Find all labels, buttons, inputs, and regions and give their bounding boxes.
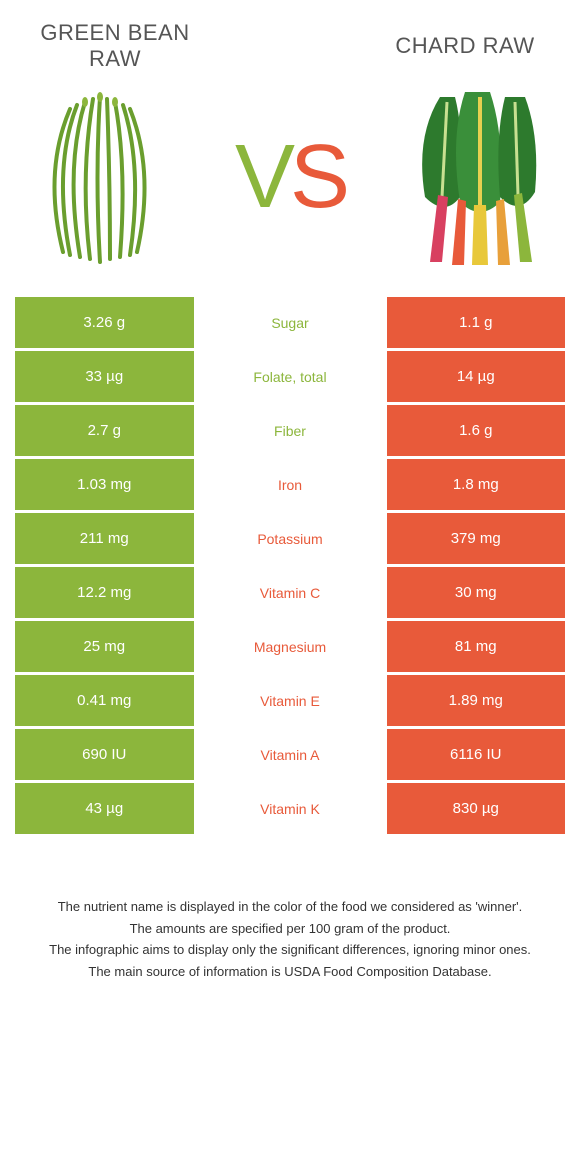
nutrient-right-value: 830 µg: [384, 783, 566, 834]
green-bean-image: [25, 82, 175, 272]
nutrient-name: Vitamin A: [197, 729, 384, 780]
table-row: 0.41 mgVitamin E1.89 mg: [15, 675, 565, 729]
nutrient-right-value: 6116 IU: [384, 729, 566, 780]
nutrient-name: Sugar: [197, 297, 384, 348]
nutrient-left-value: 0.41 mg: [15, 675, 197, 726]
nutrient-left-value: 12.2 mg: [15, 567, 197, 618]
nutrient-right-value: 81 mg: [384, 621, 566, 672]
food-left-title: Green Bean raw: [15, 20, 215, 72]
table-row: 690 IUVitamin A6116 IU: [15, 729, 565, 783]
table-row: 2.7 gFiber1.6 g: [15, 405, 565, 459]
chard-icon: [410, 87, 550, 267]
table-row: 12.2 mgVitamin C30 mg: [15, 567, 565, 621]
vs-label: VS: [235, 126, 345, 229]
nutrient-right-value: 1.89 mg: [384, 675, 566, 726]
vs-s: S: [290, 127, 345, 227]
nutrient-table: 3.26 gSugar1.1 g33 µgFolate, total14 µg2…: [15, 297, 565, 837]
table-row: 3.26 gSugar1.1 g: [15, 297, 565, 351]
header-row: Green Bean raw Chard raw: [15, 20, 565, 72]
footer-line-4: The main source of information is USDA F…: [25, 962, 555, 982]
footer-line-2: The amounts are specified per 100 gram o…: [25, 919, 555, 939]
nutrient-left-value: 25 mg: [15, 621, 197, 672]
nutrient-name: Vitamin C: [197, 567, 384, 618]
images-row: VS: [15, 82, 565, 272]
table-row: 25 mgMagnesium81 mg: [15, 621, 565, 675]
nutrient-right-value: 1.1 g: [384, 297, 566, 348]
nutrient-left-value: 1.03 mg: [15, 459, 197, 510]
table-row: 33 µgFolate, total14 µg: [15, 351, 565, 405]
nutrient-right-value: 14 µg: [384, 351, 566, 402]
nutrient-left-value: 3.26 g: [15, 297, 197, 348]
nutrient-right-value: 379 mg: [384, 513, 566, 564]
nutrient-left-value: 43 µg: [15, 783, 197, 834]
beans-icon: [35, 87, 165, 267]
vs-v: V: [235, 127, 290, 227]
nutrient-name: Iron: [197, 459, 384, 510]
table-row: 211 mgPotassium379 mg: [15, 513, 565, 567]
nutrient-right-value: 1.6 g: [384, 405, 566, 456]
table-row: 1.03 mgIron1.8 mg: [15, 459, 565, 513]
chard-image: [405, 82, 555, 272]
nutrient-name: Folate, total: [197, 351, 384, 402]
nutrient-left-value: 33 µg: [15, 351, 197, 402]
nutrient-name: Potassium: [197, 513, 384, 564]
nutrient-right-value: 1.8 mg: [384, 459, 566, 510]
nutrient-left-value: 211 mg: [15, 513, 197, 564]
table-row: 43 µgVitamin K830 µg: [15, 783, 565, 837]
nutrient-left-value: 2.7 g: [15, 405, 197, 456]
footer-line-1: The nutrient name is displayed in the co…: [25, 897, 555, 917]
nutrient-name: Vitamin E: [197, 675, 384, 726]
nutrient-left-value: 690 IU: [15, 729, 197, 780]
food-right-title: Chard raw: [365, 33, 565, 59]
nutrient-name: Magnesium: [197, 621, 384, 672]
nutrient-name: Fiber: [197, 405, 384, 456]
nutrient-name: Vitamin K: [197, 783, 384, 834]
footer-notes: The nutrient name is displayed in the co…: [15, 897, 565, 981]
footer-line-3: The infographic aims to display only the…: [25, 940, 555, 960]
nutrient-right-value: 30 mg: [384, 567, 566, 618]
